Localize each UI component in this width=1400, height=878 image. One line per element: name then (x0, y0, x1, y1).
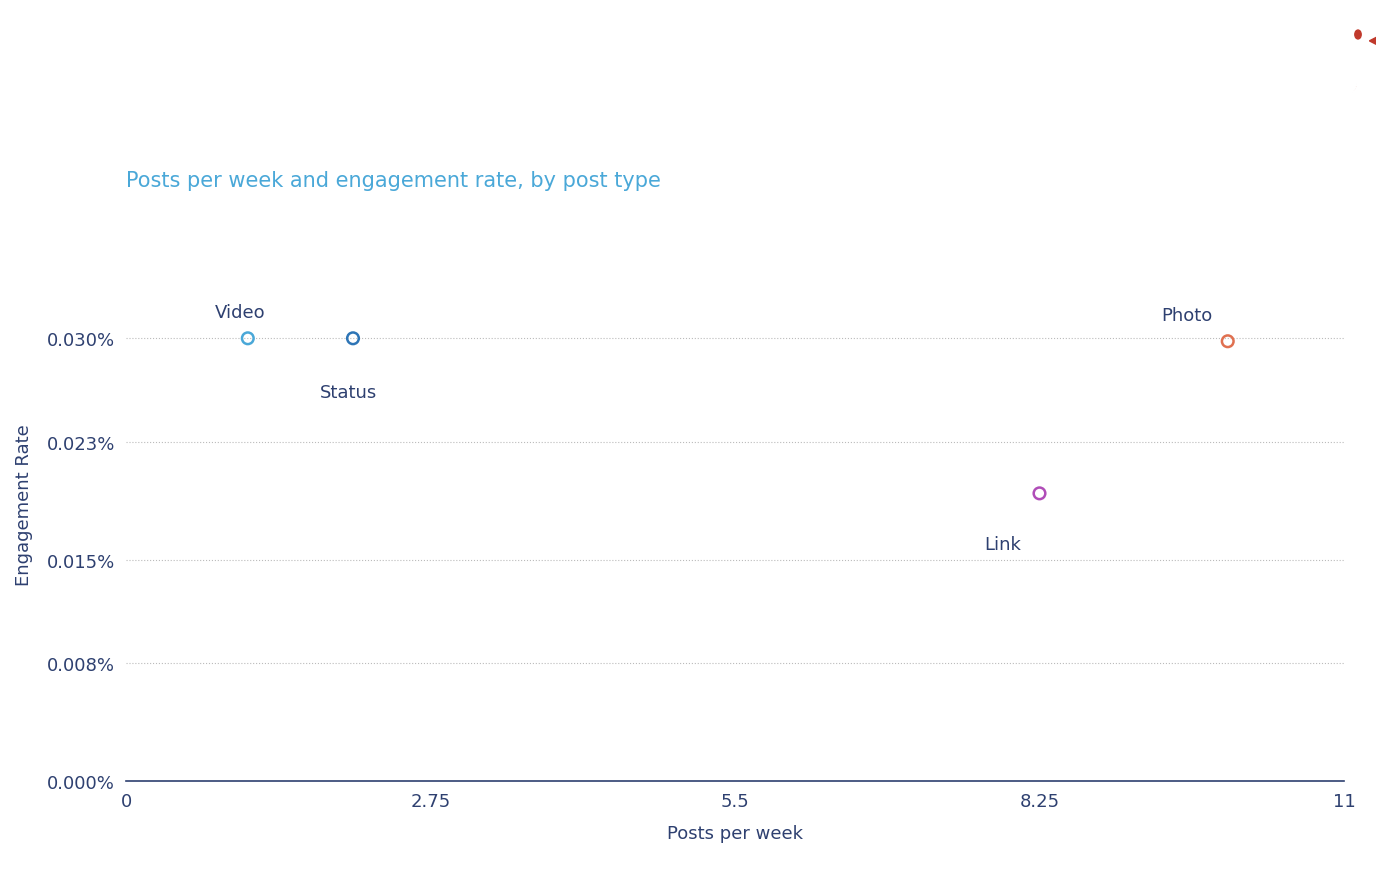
Y-axis label: Engagement Rate: Engagement Rate (14, 424, 32, 586)
Text: Posts per week and engagement rate, by post type: Posts per week and engagement rate, by p… (126, 171, 661, 191)
Text: NONPROFITS: TWITTER ENGAGEMENT: NONPROFITS: TWITTER ENGAGEMENT (77, 57, 973, 103)
Point (237, 332, 259, 346)
FancyArrowPatch shape (1294, 60, 1315, 81)
Text: ß: ß (1320, 47, 1359, 106)
Point (342, 332, 364, 346)
X-axis label: Posts per week: Posts per week (666, 824, 804, 842)
Ellipse shape (1303, 48, 1358, 105)
Point (1028, 486, 1050, 500)
Circle shape (1330, 11, 1373, 72)
Wedge shape (1369, 37, 1379, 47)
Ellipse shape (1333, 27, 1355, 62)
Ellipse shape (1306, 49, 1347, 91)
Point (1217, 335, 1239, 349)
Text: Link: Link (984, 535, 1021, 553)
Text: Status: Status (319, 383, 377, 401)
Circle shape (1355, 31, 1361, 40)
Text: Photo: Photo (1162, 306, 1212, 324)
Text: Video: Video (214, 303, 265, 321)
